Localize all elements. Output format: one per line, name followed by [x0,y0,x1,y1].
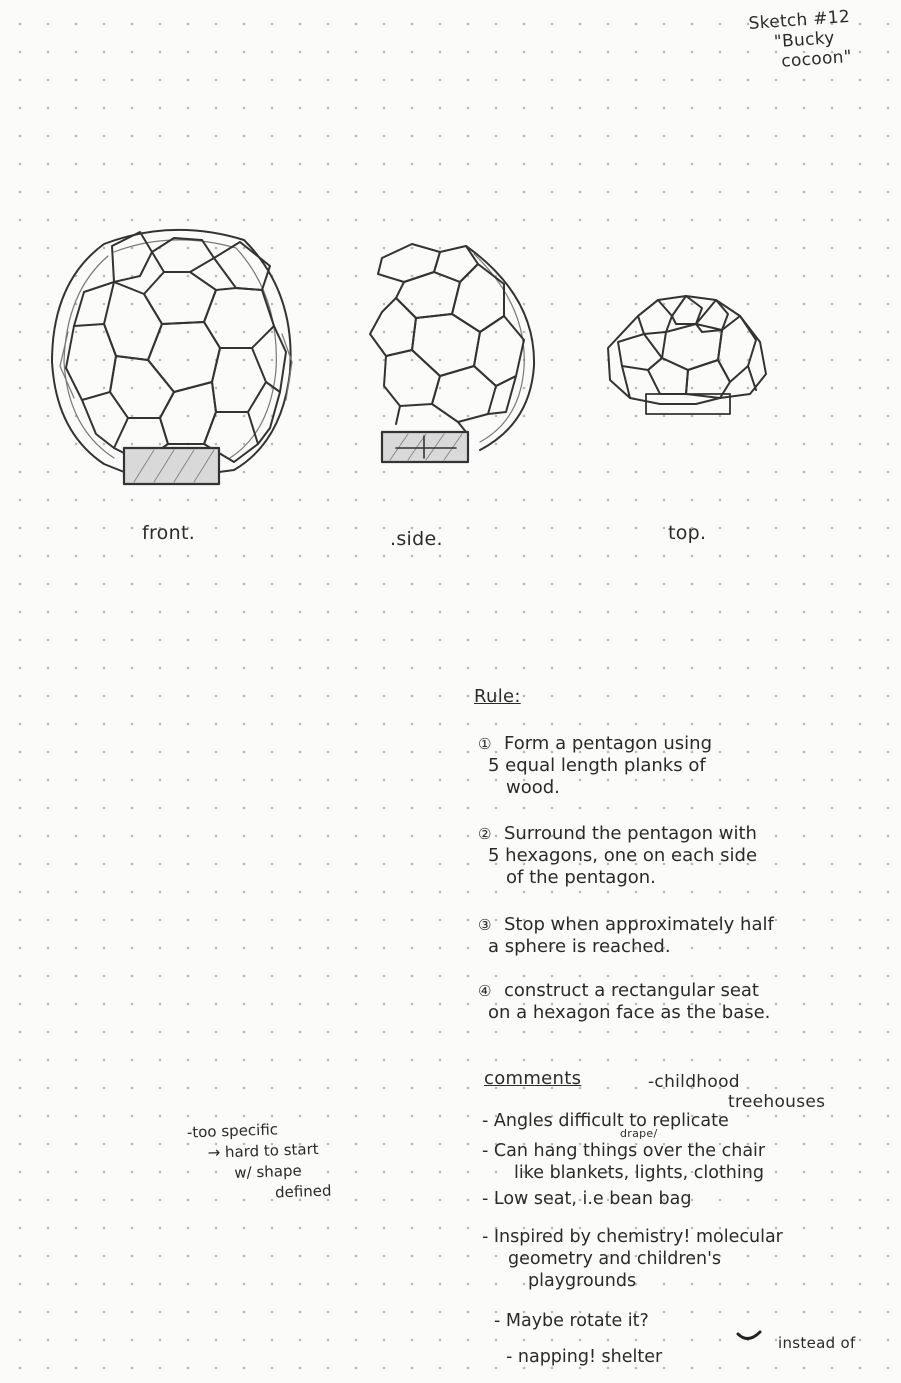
comments-aside-childhood: -childhood [648,1072,740,1092]
comment-line: - Can hang things over the chair [482,1141,766,1161]
rule-line: construct a rectangular seat [504,980,759,1001]
rule-line: a sphere is reached. [488,936,671,957]
comment-line: - Inspired by chemistry! molecular [482,1227,783,1247]
comment-line: - napping! shelter [506,1347,663,1367]
comment-line: - Low seat, i.e bean bag [482,1189,692,1209]
comment-line: playgrounds [528,1271,637,1291]
rule-line: Stop when approximately half [504,914,774,935]
side-view-drawing [369,243,536,464]
comment-line: geometry and children's [508,1249,721,1269]
rule-number: ① [478,735,492,753]
front-view-drawing [51,228,293,486]
rule-line: 5 equal length planks of [488,755,706,776]
rule-line: Form a pentagon using [504,733,713,754]
side-view-label: .side. [390,528,443,550]
side-note: -too specific → hard to start w/ shape d… [187,1118,332,1207]
rule-line: on a hexagon face as the base. [488,1002,771,1023]
rule-line: of the pentagon. [506,867,656,888]
top-view-drawing [607,295,767,415]
comments-aside-treehouses: treehouses [728,1092,826,1112]
sketch-title-block: Sketch #12 "Bucky cocoon" [748,4,892,74]
comment-instead-of: instead of [778,1334,856,1352]
comment-item: - Low seat, i.e bean bag [482,1188,691,1210]
comment-item: - Can hang things over the chair like bl… [482,1140,765,1184]
rule-line: 5 hexagons, one on each side [488,845,758,866]
comment-caret-insert: drape/ [620,1127,658,1140]
comments-heading: comments [484,1068,582,1089]
comment-line: - Maybe rotate it? [494,1311,649,1331]
comment-item: - napping! shelter [506,1346,662,1368]
rule-item-4: ④ construct a rectangular seat on a hexag… [478,980,770,1024]
rule-item-2: ② Surround the pentagon with 5 hexagons, … [478,823,757,889]
comment-item: - Inspired by chemistry! molecular geome… [482,1226,783,1292]
rule-number: ② [478,825,492,843]
comment-arrow-icon [736,1330,762,1340]
rule-number: ③ [478,916,492,934]
top-view-label: top. [668,522,707,544]
side-note-line: defined [274,1181,332,1202]
comment-item: - Angles difficult to replicate [482,1110,729,1132]
rule-line: wood. [506,777,560,798]
comment-item: - Maybe rotate it? [494,1310,649,1332]
rules-heading: Rule: [474,686,521,707]
comment-line: like blankets, lights, clothing [514,1163,764,1183]
rule-line: Surround the pentagon with [504,823,757,844]
rule-item-1: ① Form a pentagon using 5 equal length pl… [478,733,712,799]
front-view-label: front. [142,522,196,544]
comment-line: - Angles difficult to replicate [482,1111,729,1131]
rule-item-3: ③ Stop when approximately half a sphere i… [478,914,774,958]
rule-number: ④ [478,982,492,1000]
